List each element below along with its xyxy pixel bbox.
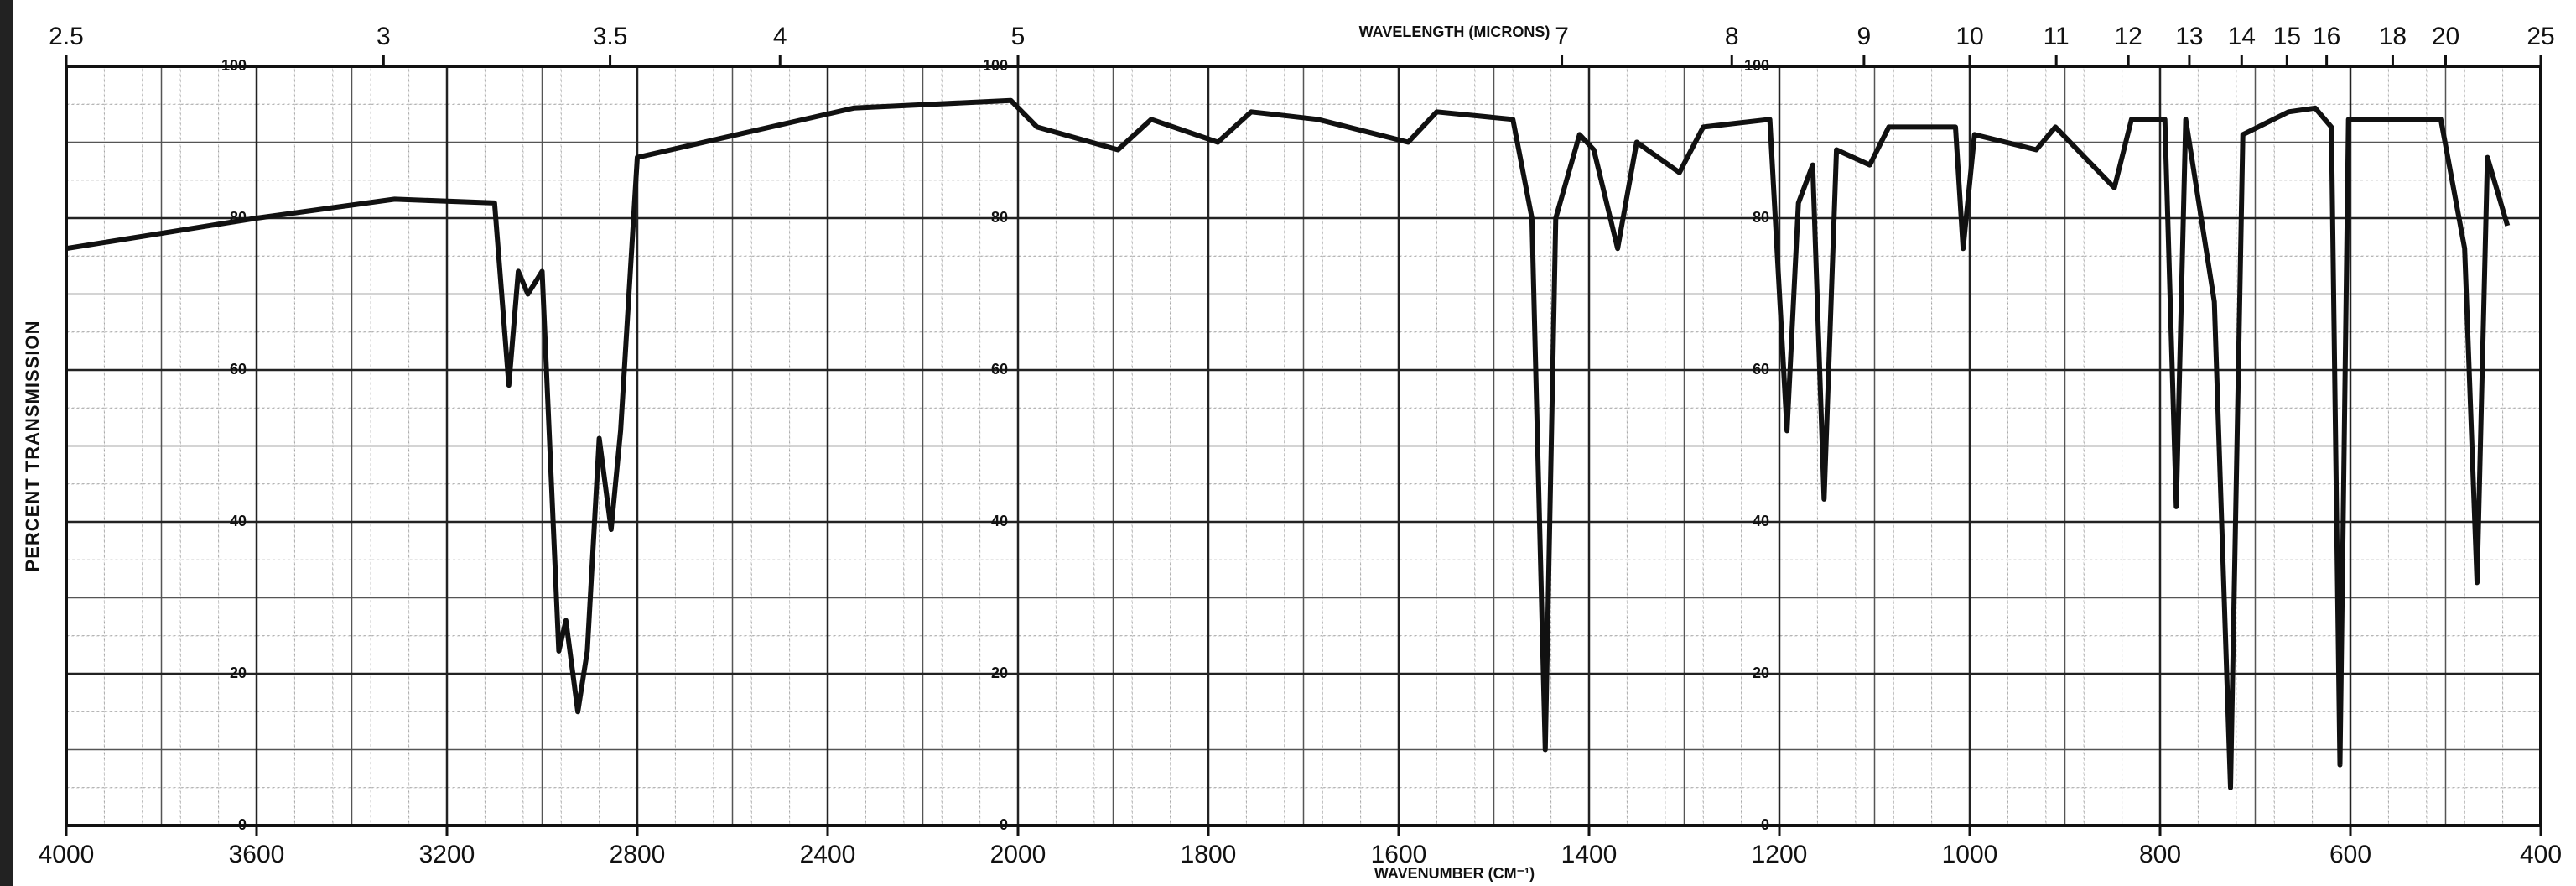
x2-tick-label: 15 [2273, 23, 2301, 50]
x-tick-label: 3200 [419, 841, 475, 868]
spectrum-line [65, 97, 2511, 790]
y-tick-label: 40 [1753, 513, 1769, 529]
x-tick-label: 4000 [39, 841, 95, 868]
x2-tick-label: 14 [2228, 23, 2256, 50]
y-tick-label: 60 [1753, 361, 1769, 378]
x-tick-label: 2800 [610, 841, 666, 868]
y-tick-label: 80 [1753, 209, 1769, 226]
y-tick-label: 40 [991, 513, 1008, 529]
x2-tick-label: 25 [2527, 23, 2554, 50]
x2-tick-label: 10 [1955, 23, 1983, 50]
x2-tick-label: 2.5 [49, 23, 84, 50]
x-tick-label: 1400 [1561, 841, 1618, 868]
x-tick-label: 3600 [229, 841, 285, 868]
x-tick-label: 400 [2520, 841, 2562, 868]
x2-axis-title: WAVELENGTH (MICRONS) [1359, 23, 1550, 40]
x2-tick-label: 5 [1011, 23, 1026, 50]
x2-tick-label: 16 [2313, 23, 2340, 50]
y-tick-label: 60 [230, 361, 247, 378]
plot-frame [65, 65, 2542, 827]
x2-tick-label: 3 [377, 23, 391, 50]
x2-tick-label: 11 [2044, 23, 2070, 50]
y-tick-label: 20 [991, 664, 1008, 681]
x2-tick-label: 7 [1555, 23, 1569, 50]
y-tick-label: 20 [1753, 664, 1769, 681]
x-tick-label: 600 [2329, 841, 2371, 868]
y-tick-label: 60 [991, 361, 1008, 378]
x-tick-label: 1200 [1752, 841, 1808, 868]
x2-tick-label: 18 [2379, 23, 2407, 50]
x2-tick-label: 9 [1857, 23, 1872, 50]
y-axis-title: PERCENT TRANSMISSION [22, 321, 43, 572]
page-edge [0, 0, 13, 886]
x2-tick-label: 20 [2432, 23, 2459, 50]
x2-tick-label: 12 [2114, 23, 2142, 50]
x2-tick-label: 3.5 [593, 23, 628, 50]
y-tick-label: 20 [230, 664, 247, 681]
x2-tick-label: 13 [2175, 23, 2203, 50]
x2-tick-label: 4 [773, 23, 787, 50]
x-tick-label: 1800 [1181, 841, 1237, 868]
y-tick-label: 40 [230, 513, 247, 529]
x-tick-label: 2400 [800, 841, 856, 868]
x-tick-label: 800 [2139, 841, 2181, 868]
x2-tick-label: 8 [1725, 23, 1739, 50]
y-tick-label: 80 [991, 209, 1008, 226]
x-tick-label: 1600 [1371, 841, 1427, 868]
x-axis-title: WAVENUMBER (CM⁻¹) [1374, 865, 1535, 882]
x-tick-label: 2000 [990, 841, 1046, 868]
x-tick-label: 1000 [1942, 841, 1998, 868]
